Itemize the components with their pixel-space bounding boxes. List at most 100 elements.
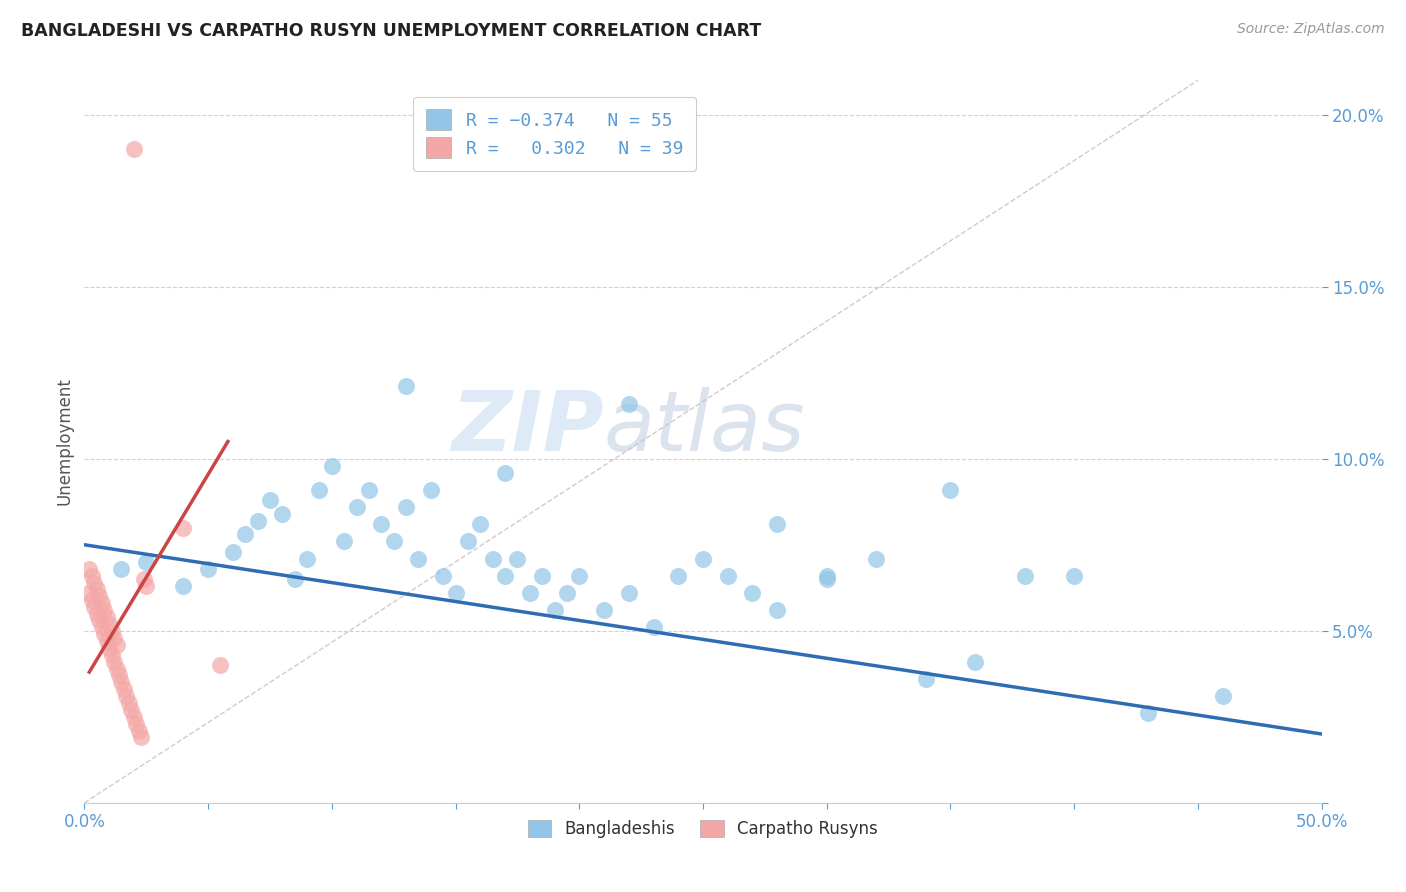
- Point: [470, 517, 492, 532]
- Point: [90, 620, 112, 634]
- Point: [815, 568, 838, 582]
- Point: [395, 500, 418, 514]
- Point: [643, 620, 665, 634]
- Point: [741, 586, 763, 600]
- Point: [110, 675, 132, 690]
- Point: [555, 586, 578, 600]
- Point: [80, 592, 103, 607]
- Point: [98, 616, 121, 631]
- Point: [1212, 689, 1234, 703]
- Point: [419, 483, 441, 497]
- Point: [122, 142, 145, 156]
- Point: [543, 603, 565, 617]
- Text: Source: ZipAtlas.com: Source: ZipAtlas.com: [1237, 22, 1385, 37]
- Point: [135, 579, 157, 593]
- Point: [98, 640, 121, 655]
- Point: [100, 648, 122, 662]
- Point: [321, 458, 343, 473]
- Point: [506, 551, 529, 566]
- Point: [259, 493, 281, 508]
- Point: [112, 682, 135, 697]
- Point: [666, 568, 689, 582]
- Point: [457, 534, 479, 549]
- Point: [1137, 706, 1160, 721]
- Point: [357, 483, 380, 497]
- Point: [222, 544, 245, 558]
- Point: [1014, 568, 1036, 582]
- Point: [120, 703, 142, 717]
- Point: [96, 610, 118, 624]
- Point: [481, 551, 503, 566]
- Point: [103, 631, 125, 645]
- Point: [80, 568, 103, 582]
- Point: [172, 520, 194, 534]
- Point: [284, 572, 307, 586]
- Point: [108, 668, 131, 682]
- Point: [519, 586, 541, 600]
- Point: [197, 562, 219, 576]
- Point: [308, 483, 330, 497]
- Point: [93, 627, 115, 641]
- Point: [766, 517, 789, 532]
- Point: [96, 634, 118, 648]
- Point: [444, 586, 467, 600]
- Y-axis label: Unemployment: Unemployment: [55, 377, 73, 506]
- Point: [865, 551, 887, 566]
- Point: [90, 596, 112, 610]
- Point: [118, 696, 141, 710]
- Point: [766, 603, 789, 617]
- Point: [914, 672, 936, 686]
- Point: [129, 731, 152, 745]
- Point: [408, 551, 430, 566]
- Point: [568, 568, 591, 582]
- Point: [271, 507, 294, 521]
- Point: [617, 397, 640, 411]
- Point: [100, 624, 122, 638]
- Point: [382, 534, 405, 549]
- Point: [1063, 568, 1085, 582]
- Point: [346, 500, 368, 514]
- Point: [531, 568, 554, 582]
- Text: BANGLADESHI VS CARPATHO RUSYN UNEMPLOYMENT CORRELATION CHART: BANGLADESHI VS CARPATHO RUSYN UNEMPLOYME…: [21, 22, 761, 40]
- Text: atlas: atlas: [605, 386, 806, 467]
- Point: [209, 658, 232, 673]
- Point: [79, 586, 101, 600]
- Point: [132, 572, 155, 586]
- Point: [93, 603, 115, 617]
- Point: [593, 603, 616, 617]
- Point: [370, 517, 392, 532]
- Point: [89, 590, 111, 604]
- Point: [83, 575, 105, 590]
- Point: [83, 599, 105, 614]
- Point: [295, 551, 318, 566]
- Point: [246, 514, 269, 528]
- Point: [494, 568, 516, 582]
- Point: [79, 562, 101, 576]
- Point: [86, 607, 108, 621]
- Point: [692, 551, 714, 566]
- Point: [86, 582, 108, 597]
- Point: [333, 534, 356, 549]
- Point: [965, 655, 987, 669]
- Point: [122, 710, 145, 724]
- Point: [172, 579, 194, 593]
- Point: [128, 723, 150, 738]
- Point: [395, 379, 418, 393]
- Point: [233, 527, 256, 541]
- Point: [105, 662, 128, 676]
- Point: [110, 562, 132, 576]
- Point: [103, 655, 125, 669]
- Point: [135, 555, 157, 569]
- Legend: Bangladeshis, Carpatho Rusyns: Bangladeshis, Carpatho Rusyns: [522, 814, 884, 845]
- Point: [717, 568, 740, 582]
- Point: [432, 568, 454, 582]
- Point: [89, 614, 111, 628]
- Point: [105, 638, 128, 652]
- Point: [617, 586, 640, 600]
- Point: [115, 689, 138, 703]
- Point: [815, 572, 838, 586]
- Point: [494, 466, 516, 480]
- Text: ZIP: ZIP: [451, 386, 605, 467]
- Point: [939, 483, 962, 497]
- Point: [125, 716, 148, 731]
